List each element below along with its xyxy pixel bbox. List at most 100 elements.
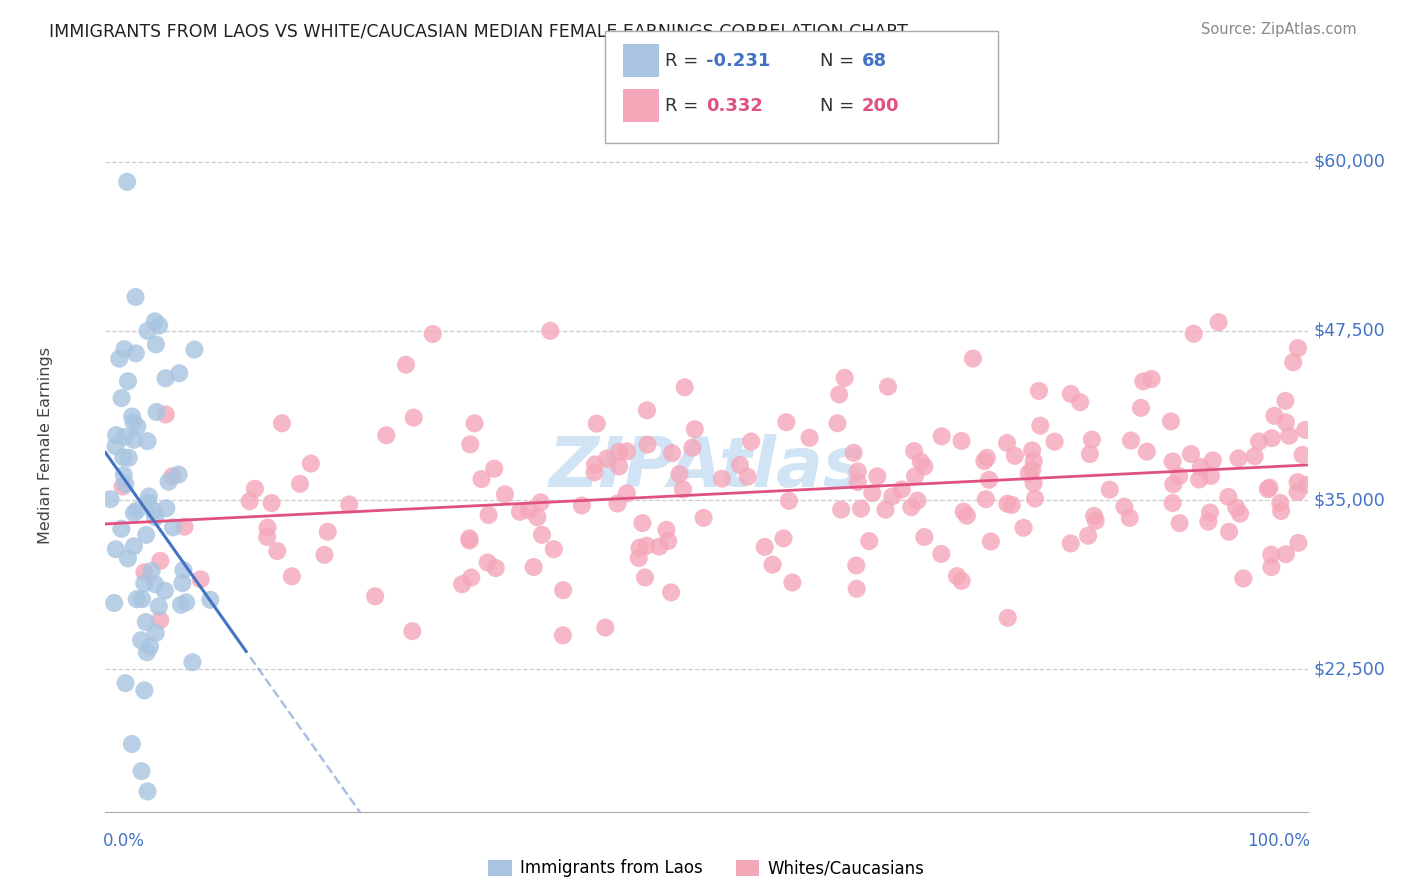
Point	[903, 444, 925, 458]
Text: 100.0%: 100.0%	[1247, 832, 1310, 850]
Point	[153, 583, 176, 598]
Text: 68: 68	[862, 52, 887, 70]
Point	[1136, 444, 1159, 458]
Text: N =: N =	[820, 97, 859, 115]
Point	[875, 502, 897, 516]
Point	[551, 628, 574, 642]
Point	[1229, 507, 1251, 521]
Point	[1208, 315, 1230, 329]
Point	[976, 450, 998, 465]
Point	[517, 503, 540, 517]
Point	[155, 501, 177, 516]
Point	[636, 403, 658, 417]
Point	[135, 615, 157, 629]
Point	[463, 417, 485, 431]
Point	[131, 764, 153, 778]
Point	[728, 458, 751, 472]
Point	[1022, 476, 1045, 491]
Point	[1282, 355, 1305, 369]
Point	[523, 560, 546, 574]
Point	[1132, 375, 1154, 389]
Point	[1118, 511, 1140, 525]
Point	[136, 784, 159, 798]
Point	[858, 534, 880, 549]
Point	[1060, 387, 1083, 401]
Point	[509, 505, 531, 519]
Point	[585, 417, 607, 431]
Point	[451, 577, 474, 591]
Point	[122, 506, 145, 520]
Point	[162, 520, 184, 534]
Point	[661, 446, 683, 460]
Point	[470, 472, 492, 486]
Point	[243, 482, 266, 496]
Point	[830, 502, 852, 516]
Point	[1294, 423, 1316, 437]
Point	[136, 324, 159, 338]
Text: Median Female Earnings: Median Female Earnings	[38, 348, 53, 544]
Text: ZIPAtlas: ZIPAtlas	[548, 434, 865, 501]
Point	[402, 410, 425, 425]
Point	[782, 575, 804, 590]
Point	[1129, 401, 1152, 415]
Point	[538, 324, 561, 338]
Text: R =: R =	[665, 52, 704, 70]
Point	[281, 569, 304, 583]
Point	[121, 737, 143, 751]
Point	[995, 436, 1018, 450]
Point	[1257, 482, 1279, 496]
Point	[637, 437, 659, 451]
Point	[1077, 529, 1099, 543]
Point	[1225, 500, 1247, 515]
Text: -0.231: -0.231	[706, 52, 770, 70]
Point	[167, 467, 190, 482]
Point	[115, 175, 138, 189]
Point	[477, 556, 499, 570]
Point	[157, 475, 180, 489]
Point	[1119, 434, 1142, 448]
Point	[628, 541, 651, 555]
Point	[977, 473, 1000, 487]
Point	[900, 500, 922, 515]
Point	[845, 558, 868, 573]
Point	[134, 576, 156, 591]
Point	[842, 446, 865, 460]
Text: $47,500: $47,500	[1313, 322, 1385, 340]
Point	[316, 524, 339, 539]
Point	[616, 486, 638, 500]
Point	[172, 576, 194, 591]
Point	[108, 351, 131, 366]
Point	[117, 551, 139, 566]
Point	[1275, 547, 1298, 561]
Point	[112, 450, 135, 465]
Point	[121, 409, 143, 424]
Point	[1270, 504, 1292, 518]
Point	[950, 434, 973, 448]
Point	[135, 528, 157, 542]
Point	[1202, 453, 1225, 467]
Point	[849, 501, 872, 516]
Point	[882, 490, 904, 504]
Point	[1296, 477, 1319, 491]
Point	[1218, 524, 1240, 539]
Point	[256, 521, 278, 535]
Point	[912, 459, 935, 474]
Point	[105, 428, 128, 442]
Point	[526, 510, 548, 524]
Point	[692, 511, 714, 525]
Point	[950, 574, 973, 588]
Point	[1286, 341, 1309, 355]
Point	[1227, 451, 1250, 466]
Point	[668, 467, 690, 482]
Point	[1098, 483, 1121, 497]
Point	[136, 495, 159, 509]
Point	[104, 439, 127, 453]
Point	[364, 590, 387, 604]
Point	[138, 490, 160, 504]
Point	[1160, 414, 1182, 428]
Point	[129, 633, 152, 648]
Point	[135, 645, 157, 659]
Point	[118, 450, 141, 465]
Point	[1028, 384, 1050, 398]
Text: 200: 200	[862, 97, 900, 115]
